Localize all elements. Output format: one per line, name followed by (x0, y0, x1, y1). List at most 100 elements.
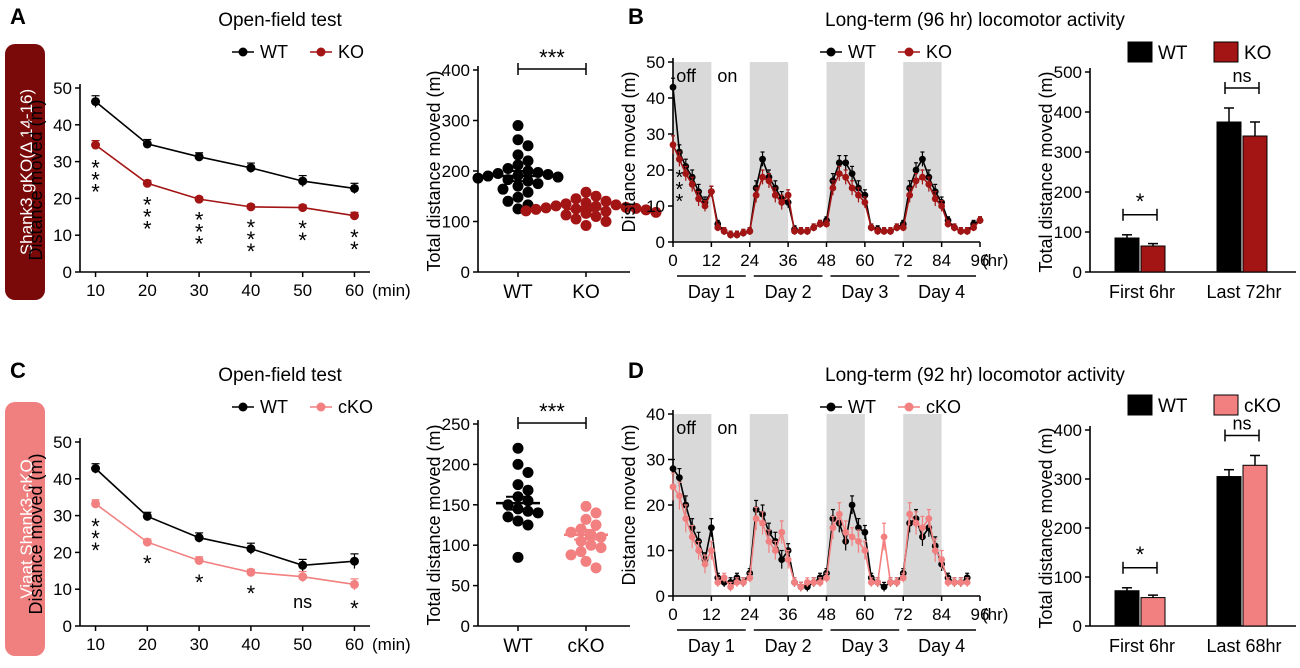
B1-point-ko (675, 155, 683, 163)
C1-point-wt (349, 556, 359, 566)
D1-point-cko (880, 533, 888, 541)
C1-point-wt (142, 511, 152, 521)
D1-point-cko (784, 556, 792, 563)
B1-point-ko (688, 181, 696, 188)
B1-point-wt (912, 166, 920, 174)
A1-sig-star: * (143, 204, 152, 229)
D1-point-cko (938, 556, 946, 563)
B1-point-ko (784, 191, 792, 199)
B1-ytick-label: 40 (646, 89, 665, 108)
side-label-a: Shank3 gKO(Δ 14-16) (17, 89, 36, 255)
B1-point-ko (963, 227, 971, 235)
B1-point-ko (695, 195, 702, 203)
A1-ytick-label: 30 (53, 153, 72, 172)
A2-data-point-wt (502, 162, 514, 174)
D1-legend-marker (826, 402, 836, 412)
D1-dark-period (903, 414, 942, 596)
C2-data-point-cko (580, 513, 592, 525)
A1-series-line-ko (95, 144, 355, 217)
C1-legend-marker (316, 402, 326, 412)
A1-xtick-label: 40 (241, 281, 260, 300)
C2-xtick-label: WT (503, 636, 533, 657)
B1-legend-marker (904, 47, 914, 57)
D1-point-cko (803, 578, 811, 586)
D1-ytick-label: 20 (646, 496, 665, 515)
A1-legend-marker (316, 47, 326, 57)
B1-ytick-label: 10 (646, 197, 665, 216)
A1-xtick-label: 10 (86, 281, 105, 300)
D1-point-cko (675, 492, 683, 500)
C2-ytick-label: 0 (461, 617, 470, 636)
A1-title: Open-field test (218, 10, 342, 31)
C2-data-point-wt (522, 505, 534, 517)
D1-point-cko (861, 547, 869, 554)
C1-legend-label: cKO (338, 397, 373, 417)
A2-data-point-ko (570, 193, 582, 205)
D1-point-cko (931, 547, 939, 554)
D1-xtick-label: 48 (817, 605, 836, 624)
D1-point-cko (682, 515, 690, 523)
C1-point-wt (298, 560, 308, 570)
A2-data-point-ko (590, 190, 602, 202)
C2-data-point-cko (590, 519, 602, 531)
A1-point-wt (142, 139, 152, 149)
B1-point-ko (829, 184, 837, 192)
D1-xtick-label: 60 (855, 605, 874, 624)
A2-data-point-wt (512, 120, 524, 132)
B2-ytick-label: 500 (1054, 63, 1082, 82)
D2-bar-cko (1242, 464, 1268, 627)
A1-point-wt (91, 97, 101, 107)
C1-sig-star: * (91, 538, 100, 563)
B1-dark-period (826, 62, 865, 242)
D1-xtick-label: 24 (740, 605, 759, 624)
B1-sig-star: * (675, 191, 683, 213)
B1-point-wt (669, 83, 677, 91)
C1-sig-star: * (143, 551, 152, 576)
B1-point-ko (880, 227, 888, 235)
B2-sig-label: * (1136, 189, 1145, 214)
D1-point-cko (707, 547, 715, 554)
B1-point-wt (919, 155, 926, 163)
D1-point-wt (880, 583, 888, 591)
B1-point-ko (957, 227, 965, 235)
C1-xtick-label: 60 (345, 635, 364, 654)
C2-data-point-cko (580, 500, 592, 512)
D1-xtick-label: 84 (932, 605, 951, 624)
A1-xtick-label: 60 (345, 281, 364, 300)
C2-ylabel: Total distance moved (m) (424, 424, 444, 625)
B1-point-ko (938, 202, 946, 210)
C2-data-point-cko (595, 531, 607, 543)
A2-data-point-ko (560, 209, 572, 221)
A2-data-point-ko (620, 201, 632, 213)
B1-point-ko (771, 191, 779, 199)
B1-point-ko (701, 202, 709, 210)
B1-point-ko (733, 231, 741, 239)
B1-point-ko (714, 224, 722, 232)
A2-xtick-label: KO (572, 282, 599, 303)
B1-sig-star: * (675, 167, 683, 189)
B1-point-ko (906, 191, 914, 199)
D1-day-label: Day 4 (918, 636, 965, 656)
C1-ylabel: Distance moved (m) (26, 453, 46, 614)
C2-data-point-wt (522, 484, 534, 496)
D2-sig-label: ns (1232, 413, 1251, 433)
B1-point-ko (720, 227, 728, 235)
B1-x-unit: (hr) (982, 251, 1008, 270)
A2-data-point-wt (512, 134, 524, 146)
chart-d-longterm: off on 0 10 20 30 40 Distance moved (m) 0 12 24 36 4… (619, 365, 1125, 656)
D1-point-cko (797, 583, 805, 591)
D1-xtick-label: 96 (971, 605, 990, 624)
A1-legend-label: WT (260, 42, 288, 62)
B1-ytick-label: 30 (646, 125, 665, 144)
D1-point-cko (720, 574, 728, 582)
B1-day-label: Day 1 (688, 282, 735, 302)
B1-point-ko (682, 170, 690, 178)
A2-ylabel: Total distance moved (m) (424, 70, 444, 271)
D2-ytick-label: 200 (1054, 519, 1082, 538)
A1-sig-star: * (143, 192, 152, 217)
B1-point-ko (669, 141, 677, 149)
